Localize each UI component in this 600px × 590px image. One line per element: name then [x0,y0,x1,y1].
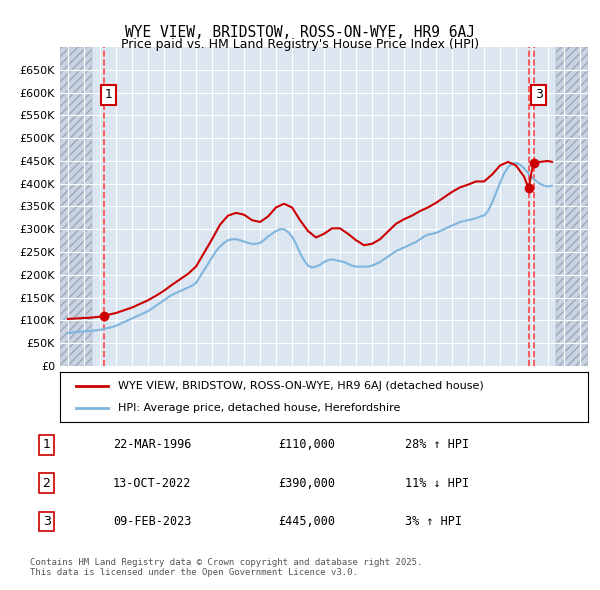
Text: £445,000: £445,000 [278,514,335,527]
Text: 3% ↑ HPI: 3% ↑ HPI [406,514,463,527]
Bar [556,47,588,366]
Text: 1: 1 [104,88,112,101]
Text: 3: 3 [535,88,542,101]
Text: £390,000: £390,000 [278,477,335,490]
Text: £110,000: £110,000 [278,438,335,451]
Text: HPI: Average price, detached house, Herefordshire: HPI: Average price, detached house, Here… [118,403,400,413]
Text: 22-MAR-1996: 22-MAR-1996 [113,438,191,451]
Text: WYE VIEW, BRIDSTOW, ROSS-ON-WYE, HR9 6AJ: WYE VIEW, BRIDSTOW, ROSS-ON-WYE, HR9 6AJ [125,25,475,40]
Text: 11% ↓ HPI: 11% ↓ HPI [406,477,469,490]
Text: 1: 1 [43,438,50,451]
Text: 28% ↑ HPI: 28% ↑ HPI [406,438,469,451]
Text: WYE VIEW, BRIDSTOW, ROSS-ON-WYE, HR9 6AJ (detached house): WYE VIEW, BRIDSTOW, ROSS-ON-WYE, HR9 6AJ… [118,381,484,391]
Text: Price paid vs. HM Land Registry's House Price Index (HPI): Price paid vs. HM Land Registry's House … [121,38,479,51]
Text: 3: 3 [43,514,50,527]
Text: 2: 2 [43,477,50,490]
Text: 09-FEB-2023: 09-FEB-2023 [113,514,191,527]
Text: Contains HM Land Registry data © Crown copyright and database right 2025.
This d: Contains HM Land Registry data © Crown c… [30,558,422,577]
Bar [60,47,92,366]
Text: 13-OCT-2022: 13-OCT-2022 [113,477,191,490]
